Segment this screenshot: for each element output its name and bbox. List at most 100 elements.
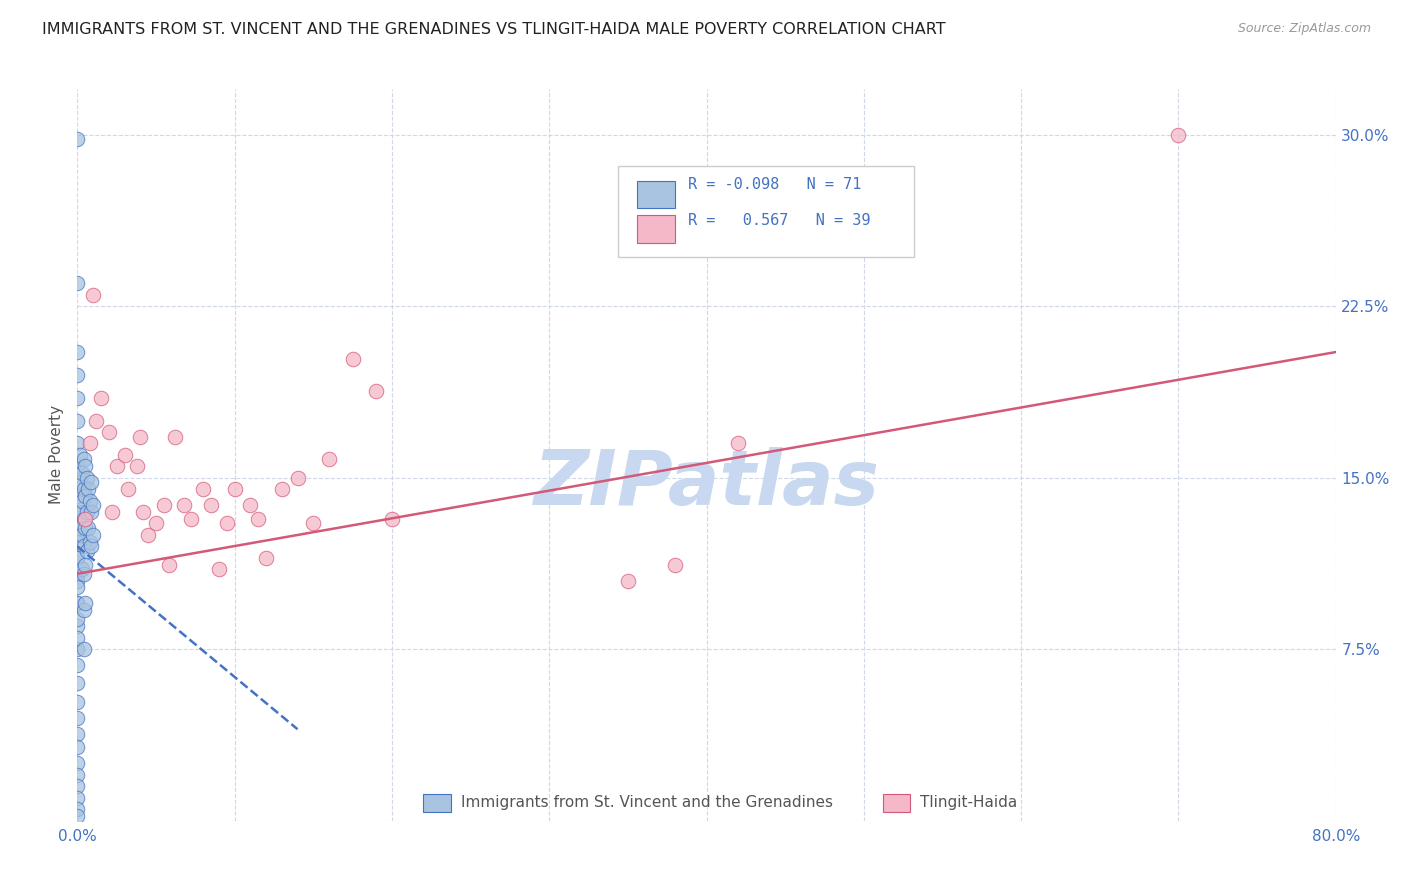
Point — [66, 597, 89, 611]
Point — [75, 521, 97, 535]
Point — [200, 498, 222, 512]
Point — [72, 539, 94, 553]
Point — [69, 448, 91, 462]
Point — [72, 482, 94, 496]
Text: ZIPatlas: ZIPatlas — [533, 447, 880, 521]
Point — [97, 425, 120, 439]
Point — [82, 498, 104, 512]
Point — [80, 505, 103, 519]
Point — [66, 566, 89, 581]
Point — [75, 489, 97, 503]
Point — [215, 516, 238, 531]
Point — [66, 809, 89, 823]
Point — [66, 459, 89, 474]
Point — [79, 493, 101, 508]
Point — [70, 562, 93, 576]
Point — [75, 558, 97, 572]
Point — [129, 429, 152, 443]
Point — [381, 512, 404, 526]
Point — [66, 414, 89, 428]
Point — [191, 482, 215, 496]
Point — [664, 558, 686, 572]
Point — [173, 498, 195, 512]
Point — [80, 539, 103, 553]
Point — [75, 512, 97, 526]
Point — [270, 482, 292, 496]
Point — [66, 534, 89, 549]
Point — [79, 534, 101, 549]
Point — [84, 414, 107, 428]
FancyBboxPatch shape — [637, 215, 675, 243]
Point — [366, 384, 388, 398]
Point — [76, 544, 98, 558]
Point — [70, 493, 93, 508]
Point — [66, 459, 89, 474]
Point — [72, 512, 94, 526]
Point — [105, 459, 128, 474]
Point — [66, 695, 89, 709]
Text: Immigrants from St. Vincent and the Grenadines: Immigrants from St. Vincent and the Gren… — [461, 795, 834, 810]
Y-axis label: Male Poverty: Male Poverty — [49, 405, 65, 505]
Point — [254, 550, 277, 565]
Point — [617, 574, 640, 588]
Point — [66, 505, 89, 519]
Point — [66, 550, 89, 565]
Point — [76, 471, 98, 485]
Point — [66, 132, 89, 146]
Point — [82, 528, 104, 542]
Text: IMMIGRANTS FROM ST. VINCENT AND THE GRENADINES VS TLINGIT-HAIDA MALE POVERTY COR: IMMIGRANTS FROM ST. VINCENT AND THE GREN… — [42, 22, 946, 37]
Point — [66, 727, 89, 741]
Text: R =   0.567   N = 39: R = 0.567 N = 39 — [688, 213, 870, 228]
Point — [239, 498, 262, 512]
Point — [66, 658, 89, 673]
Point — [66, 676, 89, 690]
Point — [66, 489, 89, 503]
Point — [302, 516, 325, 531]
Point — [66, 756, 89, 771]
Point — [66, 436, 89, 450]
Point — [287, 471, 309, 485]
Point — [72, 452, 94, 467]
Point — [77, 482, 100, 496]
Point — [66, 391, 89, 405]
Point — [72, 642, 94, 657]
Point — [127, 459, 149, 474]
Point — [224, 482, 246, 496]
Point — [82, 288, 104, 302]
Point — [136, 528, 159, 542]
FancyBboxPatch shape — [883, 794, 910, 812]
Point — [66, 277, 89, 291]
Point — [132, 505, 155, 519]
Point — [727, 436, 749, 450]
Point — [342, 351, 364, 366]
Point — [208, 562, 231, 576]
Point — [90, 391, 112, 405]
Point — [117, 482, 139, 496]
Point — [77, 521, 100, 535]
Point — [101, 505, 124, 519]
FancyBboxPatch shape — [423, 794, 451, 812]
Point — [66, 740, 89, 755]
Point — [66, 345, 89, 359]
Point — [66, 597, 89, 611]
Point — [72, 566, 94, 581]
Point — [79, 436, 101, 450]
Point — [66, 780, 89, 794]
Point — [66, 619, 89, 633]
Point — [247, 512, 270, 526]
Point — [66, 521, 89, 535]
Point — [66, 613, 89, 627]
Point — [1167, 128, 1189, 142]
Point — [66, 550, 89, 565]
Point — [80, 475, 103, 490]
Point — [72, 603, 94, 617]
Text: R = -0.098   N = 71: R = -0.098 N = 71 — [688, 177, 860, 192]
Point — [66, 768, 89, 782]
Point — [145, 516, 167, 531]
Point — [66, 505, 89, 519]
Point — [153, 498, 176, 512]
Point — [76, 505, 98, 519]
Point — [75, 459, 97, 474]
Point — [69, 475, 91, 490]
Point — [318, 452, 340, 467]
